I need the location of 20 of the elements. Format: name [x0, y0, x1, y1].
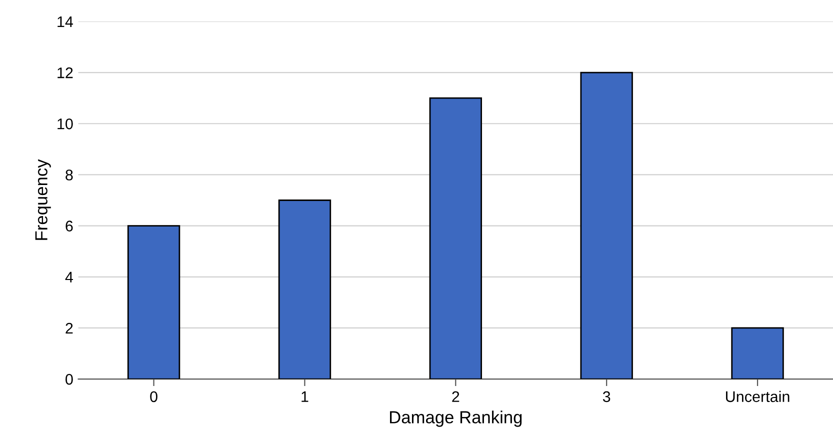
bar: [429, 97, 482, 380]
x-tick-label: 0: [150, 391, 158, 402]
x-tick-label: 1: [302, 391, 308, 402]
y-tick-label: 8: [66, 170, 73, 180]
x-tick-label: 3: [602, 391, 610, 402]
y-tick-label: 2: [66, 322, 73, 334]
y-tick-label: 4: [65, 272, 73, 282]
y-tick-label: 14: [58, 16, 73, 27]
x-tick-label: 2: [452, 391, 460, 402]
y-tick-label: 10: [58, 118, 73, 130]
x-tick-label: Uncertain: [726, 390, 790, 402]
bar: [580, 72, 633, 380]
bar: [127, 225, 180, 380]
y-tick-label: 6: [66, 220, 73, 232]
bar: [278, 200, 332, 380]
y-axis-title: Frequency: [35, 159, 51, 240]
y-tick-label: 0: [66, 374, 73, 385]
x-axis-title: Damage Ranking: [390, 410, 522, 427]
y-tick-label: 12: [58, 67, 73, 78]
bar: [731, 327, 784, 380]
